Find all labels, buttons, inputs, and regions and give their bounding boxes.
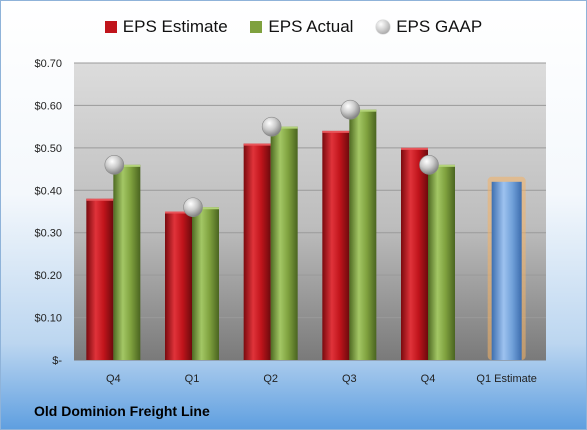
legend-label-gaap: EPS GAAP	[396, 16, 483, 36]
legend-swatch-gaap	[376, 19, 391, 34]
bar-eps-estimate	[165, 211, 192, 360]
bar-eps-estimate-top	[401, 147, 428, 150]
y-tick-label: $0.30	[34, 228, 62, 240]
bar-q1-estimate	[491, 181, 522, 360]
marker-eps-gaap	[183, 197, 203, 218]
x-tick-label: Q1 Estimate	[476, 373, 537, 385]
legend-item-estimate: EPS Estimate	[104, 16, 228, 37]
bar-eps-estimate	[401, 147, 428, 360]
marker-eps-gaap	[261, 116, 282, 137]
marker-eps-gaap	[340, 99, 361, 120]
bar-eps-actual	[349, 109, 377, 361]
legend-label-actual: EPS Actual	[268, 16, 354, 36]
y-tick-label: $-	[52, 355, 62, 367]
y-tick-label: $0.70	[34, 58, 62, 70]
legend-swatch-actual	[250, 20, 263, 33]
bar-eps-estimate-top	[322, 130, 350, 133]
x-tick-label: Q4	[106, 373, 121, 385]
marker-eps-gaap	[104, 155, 125, 175]
marker-eps-gaap	[419, 155, 439, 175]
x-tick-label: Q2	[263, 373, 278, 385]
bar-eps-actual	[113, 164, 141, 360]
bar-eps-estimate	[86, 198, 114, 360]
x-tick-label: Q3	[342, 373, 357, 385]
bar-eps-estimate-top	[165, 211, 192, 214]
legend-label-estimate: EPS Estimate	[122, 16, 228, 36]
y-tick-label: $0.60	[34, 100, 62, 112]
x-tick-label: Q4	[421, 373, 436, 385]
bar-eps-actual-top	[192, 207, 219, 210]
y-tick-label: $0.10	[34, 313, 62, 325]
bar-eps-actual	[192, 207, 219, 360]
legend-swatch-estimate	[104, 20, 117, 33]
bar-eps-actual-top	[349, 109, 377, 112]
bar-eps-estimate-top	[243, 143, 271, 146]
bar-eps-actual	[428, 164, 455, 360]
company-name: Old Dominion Freight Line	[34, 403, 210, 419]
y-tick-label: $0.20	[34, 270, 62, 282]
bar-eps-estimate	[243, 143, 271, 360]
bar-eps-actual	[270, 126, 298, 361]
bar-eps-actual-top	[270, 126, 298, 129]
legend: EPS Estimate EPS Actual EPS GAAP	[1, 16, 586, 37]
legend-item-actual: EPS Actual	[250, 17, 353, 37]
y-tick-label: $0.50	[34, 143, 62, 155]
legend-item-gaap: EPS GAAP	[376, 17, 482, 37]
y-tick-label: $0.40	[34, 185, 62, 197]
bar-eps-estimate-top	[86, 198, 114, 201]
plot-background	[74, 63, 546, 360]
x-tick-label: Q1	[185, 373, 200, 385]
bar-eps-actual-top	[113, 164, 141, 167]
bar-eps-actual-top	[428, 164, 455, 167]
bar-eps-estimate	[322, 130, 350, 360]
